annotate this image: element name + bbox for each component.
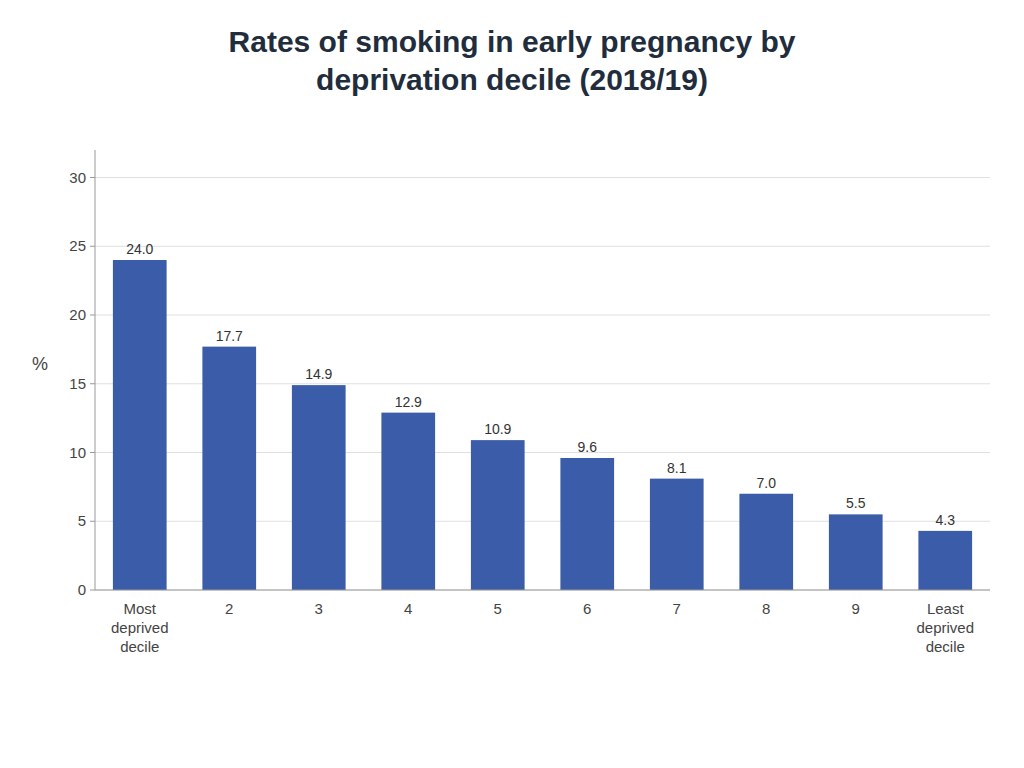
y-tick: [90, 590, 95, 591]
text-line: 4: [404, 600, 412, 617]
data-labels: 24.0 17.7 14.9 12.9 10.9 9.6 8.1 7.0 5.5 4.3: [126, 241, 955, 528]
text-line: decile: [926, 638, 965, 655]
chart-svg: Rates of smoking in early pregnancy by de…: [0, 0, 1024, 768]
bar: [471, 440, 525, 590]
bar: [739, 494, 793, 590]
grid-line: [95, 315, 990, 316]
x-tick-label: 8: [762, 600, 770, 617]
grid: [95, 178, 990, 591]
x-tick-label: 5: [494, 600, 502, 617]
y-tick-label: 30: [69, 169, 86, 186]
bar: [560, 458, 614, 590]
bar: [650, 479, 704, 590]
grid-line: [95, 590, 990, 591]
text-line: deprived: [916, 619, 974, 636]
bar: [381, 413, 435, 590]
text-line: deprived: [111, 619, 169, 636]
data-label: 10.9: [484, 421, 511, 437]
x-tick-label: 3: [315, 600, 323, 617]
grid-line: [95, 246, 990, 247]
y-tick: [90, 452, 95, 453]
text-line: 8: [762, 600, 770, 617]
text-line: 5: [494, 600, 502, 617]
y-tick-label: 10: [69, 444, 86, 461]
x-tick-label: 6: [583, 600, 591, 617]
x-tick-label: Most deprived decile: [111, 600, 169, 655]
x-tick-label: 2: [225, 600, 233, 617]
text-line: Rates of smoking in early pregnancy by: [229, 25, 796, 58]
text-line: 6: [583, 600, 591, 617]
data-label: 7.0: [757, 475, 777, 491]
bar: [292, 385, 346, 590]
data-label: 5.5: [846, 495, 866, 511]
data-label: 8.1: [667, 460, 687, 476]
y-tick: [90, 521, 95, 522]
y-axis-line: [95, 150, 96, 590]
data-label: 24.0: [126, 241, 153, 257]
y-tick: [90, 246, 95, 247]
text-line: Least: [927, 600, 965, 617]
grid-line: [95, 177, 990, 178]
text-line: 2: [225, 600, 233, 617]
data-label: 4.3: [936, 512, 956, 528]
text-line: 9: [852, 600, 860, 617]
text-line: Most: [123, 600, 156, 617]
chart-container: Rates of smoking in early pregnancy by de…: [0, 0, 1024, 768]
y-tick: [90, 383, 95, 384]
data-label: 9.6: [578, 439, 598, 455]
y-axis-label: %: [32, 354, 48, 374]
y-tick-label: 25: [69, 237, 86, 254]
data-label: 12.9: [395, 394, 422, 410]
x-tick-label: 7: [673, 600, 681, 617]
bar: [918, 531, 972, 590]
y-tick: [90, 177, 95, 178]
page: {"chart_data": {"type": "bar", "title": …: [0, 0, 1024, 768]
y-tick-label: 20: [69, 306, 86, 323]
x-tick-label: 4: [404, 600, 412, 617]
text-line: 7: [673, 600, 681, 617]
text-line: decile: [120, 638, 159, 655]
y-tick: [90, 315, 95, 316]
title: Rates of smoking in early pregnancy by de…: [229, 25, 796, 96]
bar: [202, 347, 256, 590]
x-axis: Most deprived decile 2 3 4 5 6 7 8 9 Least deprived d…: [95, 590, 990, 655]
bar: [829, 514, 883, 590]
x-tick-label: 9: [852, 600, 860, 617]
bar: [113, 260, 167, 590]
x-axis-line: [95, 590, 990, 591]
data-label: 14.9: [305, 366, 332, 382]
data-label: 17.7: [216, 328, 243, 344]
x-tick-label: Least deprived decile: [916, 600, 974, 655]
y-tick-label: 5: [78, 512, 86, 529]
text-line: deprivation decile (2018/19): [316, 63, 708, 96]
y-tick-label: 15: [69, 375, 86, 392]
y-tick-label: 0: [78, 581, 86, 598]
bars: [113, 260, 972, 590]
text-line: 3: [315, 600, 323, 617]
y-axis: 0 5 10 15 20 25 30: [69, 150, 95, 598]
